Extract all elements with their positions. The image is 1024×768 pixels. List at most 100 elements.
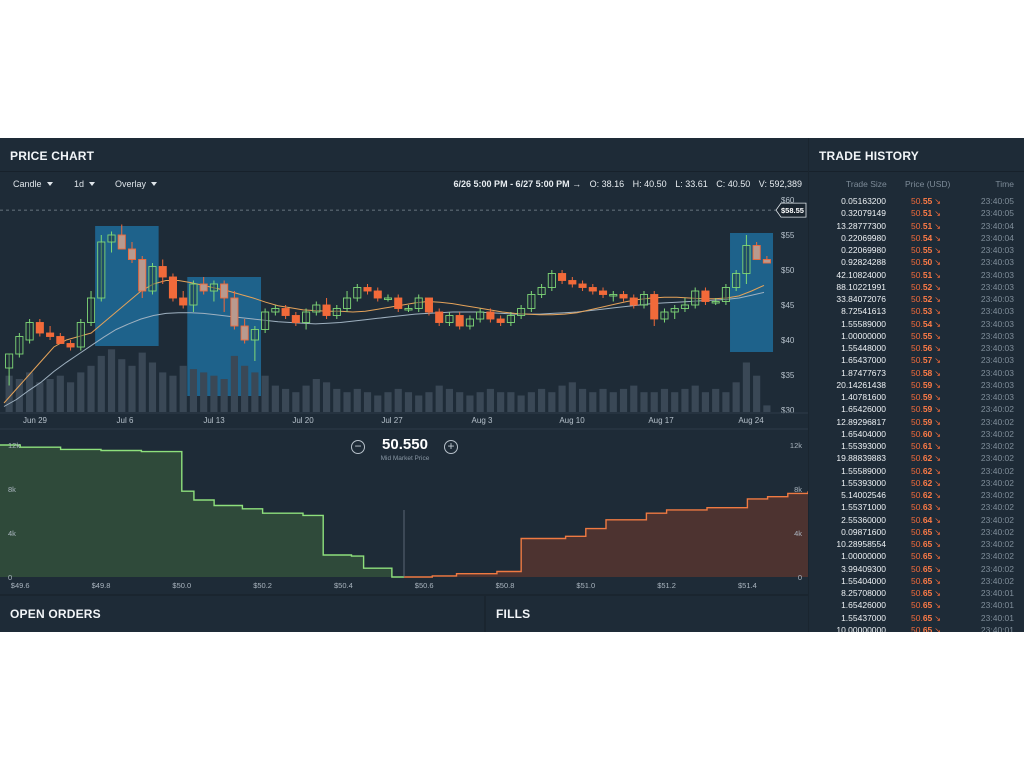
trade-time: 23:40:02 (980, 416, 1014, 427)
arrow-down-right-icon: ↘ (934, 393, 941, 402)
candle (291, 312, 300, 326)
trade-row: 10.28958554 50.65 ↘ 23:40:02 (809, 539, 1024, 551)
trade-price: 50.60 ↘ (911, 429, 941, 439)
depth-x-tick: $51.4 (738, 581, 757, 590)
overlay-dropdown[interactable]: Overlay (115, 179, 158, 189)
trade-price-tail: 59 (922, 392, 933, 402)
trade-time: 23:40:02 (980, 441, 1014, 451)
trade-row: 1.55437000 50.65 ↘ 23:40:01 (809, 613, 1024, 625)
price-tag-text: $58.55 (781, 206, 804, 215)
candle-body (363, 287, 372, 292)
candle (424, 297, 433, 316)
candle-body (609, 294, 618, 297)
candle-body (660, 311, 669, 320)
trade-time: 23:40:04 (980, 232, 1014, 243)
x-axis-tick: Jul 13 (203, 416, 225, 425)
zoom-in-button[interactable]: + (444, 440, 458, 454)
asks-depth-line (404, 491, 808, 578)
trade-price: 50.59 ↘ (911, 404, 941, 414)
volume-bar (568, 382, 576, 412)
candle-body (639, 294, 649, 306)
trade-row: 1.65426000 50.65 ↘ 23:40:01 (809, 600, 1024, 612)
trade-price-tail: 57 (922, 355, 933, 366)
candle (383, 294, 393, 302)
candle (138, 256, 147, 298)
trade-time: 23:40:02 (980, 502, 1014, 513)
trade-price: 50.57 ↘ (911, 355, 941, 365)
trade-time: 23:40:03 (980, 294, 1014, 304)
volume-bar (15, 379, 23, 412)
trade-size: 1.87477673 (841, 367, 886, 378)
interval-dropdown[interactable]: 1d (74, 179, 96, 189)
trade-history-list[interactable]: 0.05163200 50.55 ↘ 23:40:05 0.32079149 50.51 ↘… (809, 196, 1024, 632)
arrow-down-right-icon: ↘ (934, 601, 941, 611)
arrow-down-right-icon: ↘ (934, 466, 941, 476)
trade-price: 50.53 ↘ (911, 306, 941, 316)
candle (691, 287, 700, 309)
trade-price-base: 50. (911, 208, 923, 219)
trade-price: 50.65 ↘ (911, 527, 941, 537)
candle (168, 273, 177, 302)
trade-time: 23:40:03 (980, 269, 1014, 280)
trade-size: 1.55437000 (841, 612, 886, 623)
candle-body (517, 308, 526, 316)
trade-price: 50.62 ↘ (911, 490, 941, 500)
volume-bar (159, 372, 167, 412)
open-orders-title: OPEN ORDERS (10, 607, 101, 621)
trade-time: 23:40:02 (980, 514, 1014, 525)
arrow-down-right-icon: ↘ (934, 246, 941, 255)
candle (701, 287, 710, 305)
asks-depth-fill (404, 491, 808, 577)
trade-price-tail: 65 (922, 575, 933, 586)
trade-price-tail: 50 (922, 257, 933, 268)
trade-size: 0.32079149 (841, 208, 886, 219)
candle-body (394, 297, 403, 309)
candle-body (680, 304, 689, 309)
trade-price-base: 50. (911, 318, 923, 329)
candle (639, 291, 649, 309)
volume-bar (302, 385, 310, 412)
depth-chart[interactable]: 12k 12k 8k 8k 4k 4k 0 0 $49.6 $49.8 $50.0 $50.2 $50.… (0, 430, 808, 594)
candle-body (486, 311, 495, 320)
candle-body (179, 297, 188, 306)
candle (271, 305, 280, 316)
candle-body (496, 318, 505, 323)
trade-price-base: 50. (911, 539, 923, 549)
trade-size: 13.28777300 (836, 220, 886, 231)
trade-row: 3.99409300 50.65 ↘ 23:40:02 (809, 564, 1024, 576)
trade-price-base: 50. (911, 428, 923, 439)
volume-bar (538, 388, 546, 412)
trade-size: 1.55393000 (841, 441, 886, 451)
trade-size: 12.89296817 (836, 416, 886, 427)
candle-body (424, 297, 433, 313)
ohlc-low: L: 33.61 (675, 179, 708, 189)
trade-size: 88.10221991 (836, 281, 886, 292)
trade-size: 33.84072076 (836, 294, 886, 304)
candle (619, 291, 628, 302)
arrow-down-right-icon: ↘ (934, 540, 941, 549)
candle-body (312, 304, 321, 313)
volume-bar (241, 365, 249, 412)
x-axis-tick: Jun 29 (23, 416, 48, 425)
fills-panel: FILLS (486, 596, 808, 632)
chart-type-dropdown[interactable]: Candle (13, 179, 53, 189)
trade-time: 23:40:02 (980, 428, 1014, 439)
volume-bar (445, 388, 454, 412)
candle-body (537, 287, 546, 295)
trade-price: 50.65 ↘ (911, 539, 941, 549)
depth-y-tick-right: 4k (794, 529, 802, 538)
candle-body (15, 336, 24, 355)
candle (158, 259, 167, 284)
arrow-down-right-icon: ↘ (934, 356, 941, 366)
trade-time: 23:40:01 (980, 612, 1014, 623)
trade-row: 19.88839883 50.62 ↘ 23:40:02 (809, 453, 1024, 465)
volume-bar (425, 392, 433, 412)
chart-type-label: Candle (13, 179, 42, 189)
trade-price-tail: 65 (922, 588, 933, 598)
candle (127, 242, 137, 263)
candlestick-chart[interactable]: $60 $55 $50 $45 $40 $35 $30 $58.55 Jun 29 Jul 6 Ju… (0, 196, 808, 430)
arrow-down-right-icon: ↘ (934, 552, 941, 562)
zoom-out-button[interactable]: − (351, 440, 365, 454)
trade-price: 50.62 ↘ (911, 453, 941, 463)
candle (148, 263, 157, 295)
